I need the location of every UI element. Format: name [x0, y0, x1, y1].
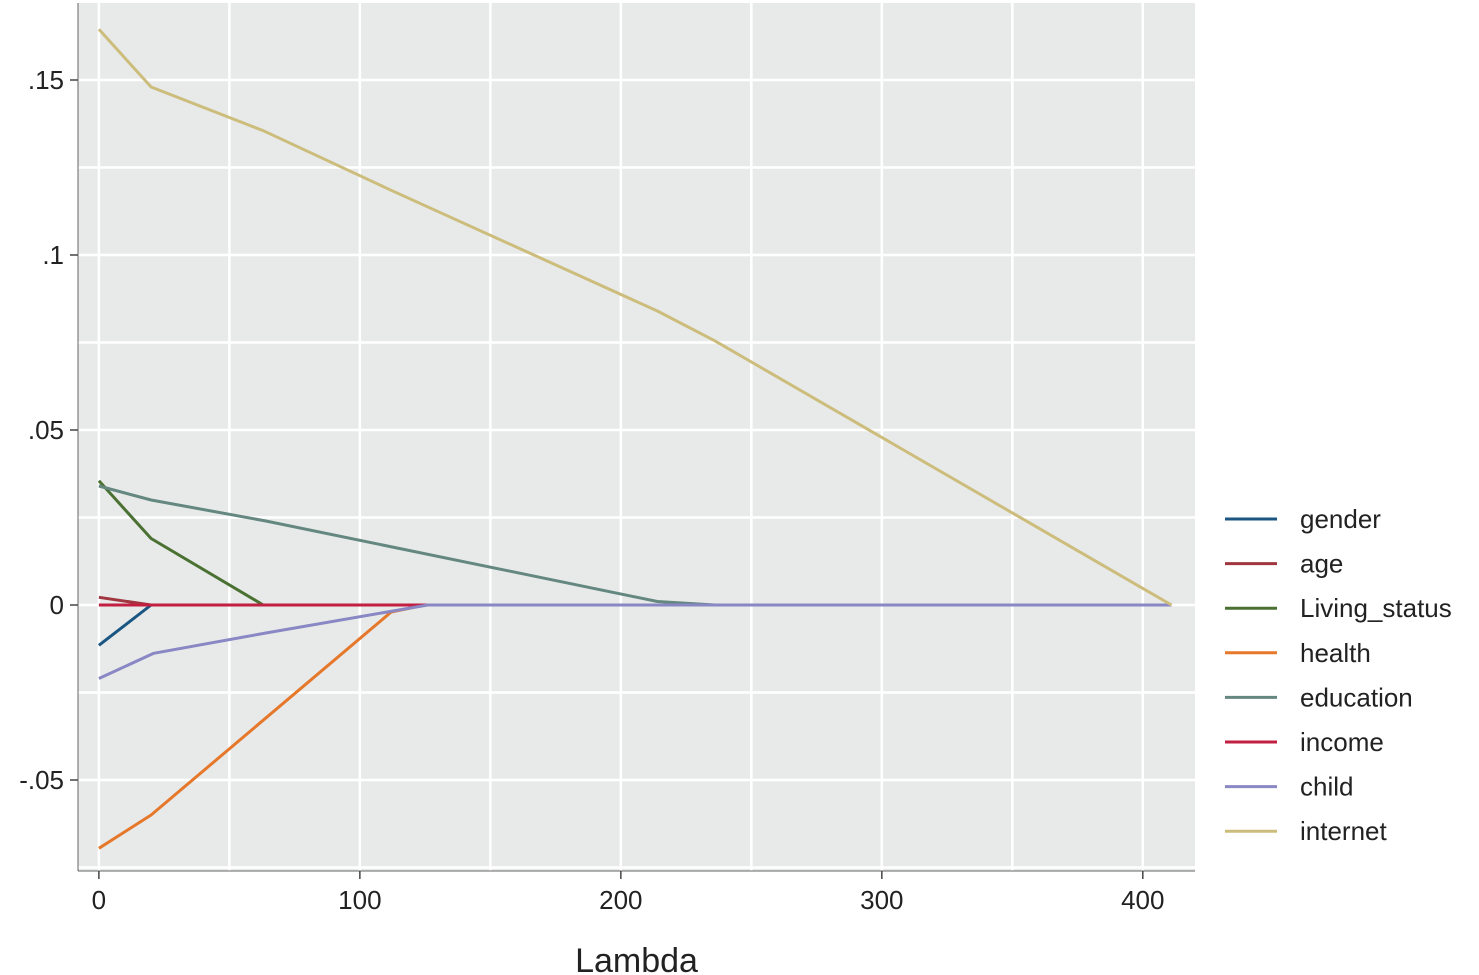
x-tick-label: 100 [338, 885, 381, 915]
legend-label: child [1300, 772, 1353, 802]
y-tick-label: .1 [42, 240, 64, 270]
legend-label: health [1300, 638, 1371, 668]
x-axis: 0 100 200 300 400 [78, 870, 1195, 915]
legend-label: age [1300, 549, 1343, 579]
series-line-internet [97, 28, 1173, 607]
y-axis: -.05 0 .05 .1 .15 [19, 3, 79, 871]
series-line-child [98, 603, 1172, 680]
y-tick-label: -.05 [19, 765, 64, 795]
legend-label: education [1300, 682, 1413, 712]
legend-label: gender [1300, 504, 1381, 534]
legend-label: income [1300, 727, 1384, 757]
x-tick-label: 300 [860, 885, 903, 915]
x-axis-title: Lambda [575, 942, 698, 975]
series-lines [97, 28, 1173, 850]
x-tick-label: 200 [599, 885, 642, 915]
legend-label: internet [1300, 816, 1387, 846]
y-tick-label: .15 [28, 65, 64, 95]
x-tick-label: 0 [92, 885, 106, 915]
y-tick-label: 0 [50, 590, 64, 620]
legend-label: Living_status [1300, 593, 1452, 623]
y-tick-label: .05 [28, 415, 64, 445]
x-tick-label: 400 [1121, 885, 1164, 915]
plot-background [78, 3, 1195, 871]
